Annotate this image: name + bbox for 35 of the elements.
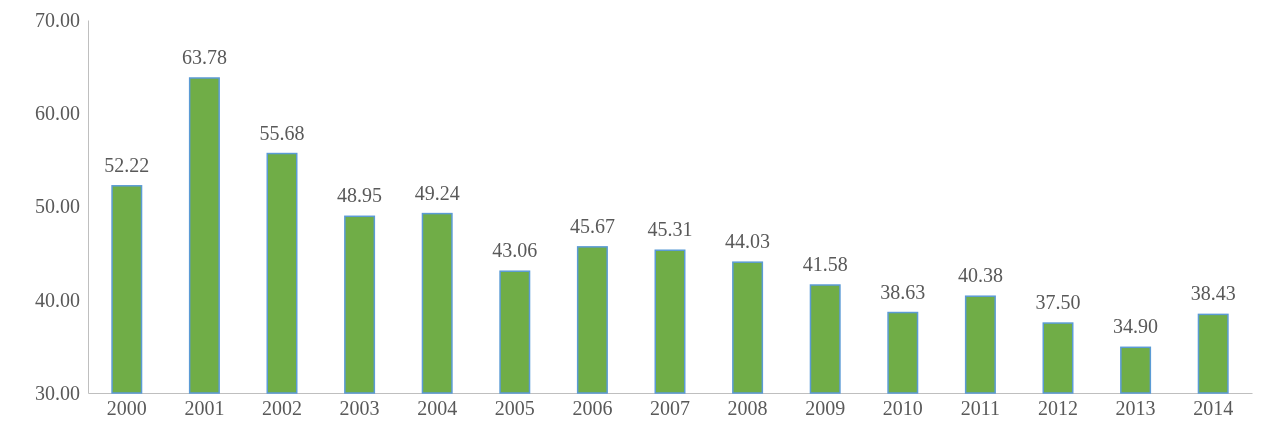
x-tick-label: 2000 [106, 397, 147, 420]
x-tick-label: 2003 [339, 397, 380, 420]
data-label: 38.63 [880, 280, 926, 303]
x-tick-label: 2011 [960, 397, 1001, 420]
data-label: 55.68 [259, 121, 305, 144]
y-tick-label: 30.00 [35, 381, 80, 404]
data-label: 45.67 [569, 214, 615, 237]
x-tick-label: 2009 [805, 397, 846, 420]
data-label: 37.50 [1035, 291, 1081, 314]
x-tick-label: 2005 [494, 397, 535, 420]
data-label: 34.90 [1113, 315, 1159, 338]
data-label: 41.58 [802, 253, 848, 276]
x-tick-label: 2013 [1115, 397, 1156, 420]
data-label: 40.38 [957, 264, 1003, 287]
x-tick-label: 2010 [882, 397, 923, 420]
x-tick-label: 2006 [572, 397, 613, 420]
y-tick-label: 70.00 [35, 8, 80, 31]
data-label: 38.43 [1190, 282, 1236, 305]
x-tick-label: 2012 [1038, 397, 1078, 420]
x-tick-label: 2007 [650, 397, 690, 420]
y-tick-label: 60.00 [35, 102, 80, 125]
x-tick-label: 2002 [262, 397, 302, 420]
data-label: 52.22 [104, 153, 150, 176]
data-label: 43.06 [492, 239, 538, 262]
x-tick-label: 2004 [417, 397, 458, 420]
data-label: 63.78 [181, 46, 227, 68]
data-label: 48.95 [337, 184, 383, 207]
data-label: 49.24 [414, 181, 460, 204]
data-label: 45.31 [647, 218, 693, 241]
y-tick-label: 50.00 [35, 195, 80, 218]
x-tick-label: 2014 [1193, 397, 1234, 420]
data-label: 44.03 [725, 230, 771, 253]
x-tick-label: 2008 [727, 397, 768, 420]
x-tick-label: 2001 [184, 397, 225, 420]
y-tick-label: 40.00 [35, 288, 80, 311]
